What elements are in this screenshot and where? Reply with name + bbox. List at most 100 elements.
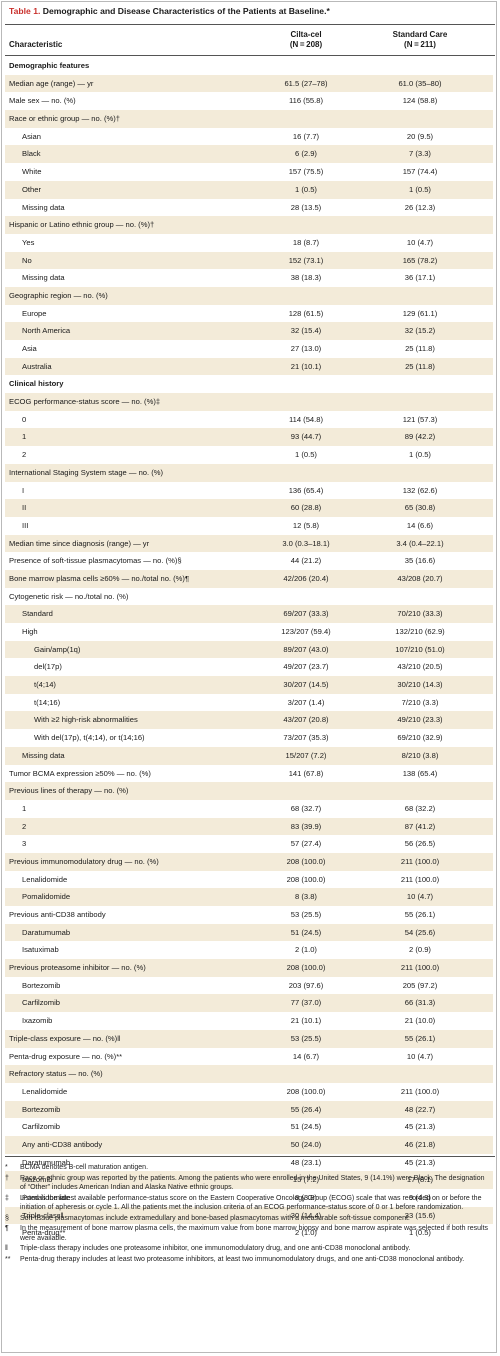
- row-label: Previous proteasome inhibitor — no. (%): [9, 963, 146, 973]
- standard-care-value: 10 (4.7): [406, 237, 434, 247]
- standard-care-value: 48 (22.7): [404, 1104, 436, 1114]
- footnote-symbol: ‡: [5, 1194, 9, 1202]
- table-row: 3 57 (27.4) 56 (26.5): [5, 835, 493, 853]
- cilta-cel-value: 93 (44.7): [290, 432, 322, 442]
- standard-care-value: 205 (97.2): [402, 980, 438, 990]
- cilta-cel-value: 12 (5.8): [292, 520, 320, 530]
- row-label: With del(17p), t(4;14), or t(14;16): [34, 733, 145, 743]
- cilta-cel-value: 44 (21.2): [290, 556, 322, 566]
- table-row: Triple-class‖ 30 (14.4) 33 (15.6): [5, 1206, 493, 1225]
- table-row: Lenalidomide 208 (100.0) 211 (100.0): [5, 871, 493, 889]
- column-header-standard-care-n: (N = 211): [404, 40, 436, 49]
- table-row: Male sex — no. (%) 116 (55.8) 124 (58.8): [5, 92, 493, 110]
- standard-care-value: 56 (26.5): [404, 839, 436, 849]
- cilta-cel-value: 203 (97.6): [288, 980, 324, 990]
- standard-care-value: 33 (15.6): [404, 1210, 436, 1220]
- table-row: Ixazomib 21 (10.1) 21 (10.0): [5, 1012, 493, 1030]
- row-label: Bone marrow plasma cells ≥60% — no./tota…: [9, 573, 190, 583]
- row-label: White: [22, 167, 42, 177]
- table-row: II 60 (28.8) 65 (30.8): [5, 499, 493, 517]
- standard-care-value: 54 (25.6): [404, 927, 436, 937]
- standard-care-value: 165 (78.2): [402, 255, 438, 265]
- standard-care-value: 2 (0.9): [409, 945, 431, 955]
- standard-care-value: 45 (21.3): [404, 1122, 436, 1132]
- row-label: Asia: [22, 344, 37, 353]
- standard-care-value: 65 (30.8): [404, 503, 436, 513]
- row-label: Median time since diagnosis (range) — yr: [9, 538, 150, 548]
- standard-care-value: 55 (26.1): [404, 910, 436, 919]
- standard-care-value: 25 (11.8): [405, 361, 435, 371]
- standard-care-value: 36 (17.1): [404, 273, 436, 283]
- footnote-text: BCMA denotes B-cell maturation antigen.: [20, 1164, 149, 1171]
- table-row: Daratumumab 48 (23.1) 45 (21.3): [5, 1154, 493, 1172]
- cilta-cel-value: 157 (75.5): [288, 167, 324, 177]
- table-row: Black 6 (2.9) 7 (3.3): [5, 145, 493, 164]
- row-label: Standard: [22, 609, 53, 619]
- cilta-cel-value: 83 (39.9): [290, 821, 322, 831]
- cilta-cel-value: 55 (26.4): [290, 1104, 322, 1114]
- row-label: Lenalidomide: [22, 1086, 68, 1096]
- footnote-text: Triple-class therapy includes one protea…: [20, 1245, 411, 1252]
- cilta-cel-value: 208 (100.0): [286, 874, 326, 884]
- standard-care-value: 121 (57.3): [402, 414, 438, 424]
- standard-care-value: 43/208 (20.7): [397, 573, 443, 583]
- cilta-cel-value: 114 (54.8): [288, 414, 324, 424]
- footnote: ** Penta-drug therapy includes at least t…: [5, 1255, 491, 1265]
- standard-care-value: 26 (12.3): [404, 202, 436, 212]
- standard-care-value: 35 (16.6): [404, 556, 436, 566]
- section-heading-row: Clinical history: [5, 375, 493, 393]
- standard-care-value: 45 (21.3): [404, 1157, 436, 1167]
- row-label: Black: [22, 149, 41, 159]
- cilta-cel-value: 1 (0.5): [295, 184, 317, 194]
- row-label: Hispanic or Latino ethnic group — no. (%…: [9, 220, 155, 230]
- cilta-cel-value: 8 (3.8): [295, 892, 317, 902]
- table-row: Lenalidomide 208 (100.0) 211 (100.0): [5, 1083, 493, 1101]
- row-label: Male sex — no. (%): [9, 96, 76, 106]
- footnote: ‖ Triple-class therapy includes one prote…: [5, 1244, 491, 1254]
- cilta-cel-value: 61.5 (27–78): [284, 78, 328, 88]
- standard-care-value: 129 (61.1): [402, 308, 438, 318]
- row-label: Median age (range) — yr: [9, 78, 94, 88]
- table-row: Daratumumab 51 (24.5) 54 (25.6): [5, 923, 493, 942]
- row-label: t(4;14): [34, 680, 56, 690]
- table-row: Standard 69/207 (33.3) 70/210 (33.3): [5, 605, 493, 623]
- footnote-symbol: ¶: [5, 1225, 9, 1232]
- standard-care-value: 49/210 (23.3): [397, 715, 443, 725]
- cilta-cel-value: 141 (67.8): [288, 768, 324, 778]
- table-title: Demographic and Disease Characteristics …: [42, 6, 330, 16]
- cilta-cel-value: 15/207 (7.2): [285, 750, 327, 760]
- table-row: Bortezomib 203 (97.6) 205 (97.2): [5, 977, 493, 995]
- cilta-cel-value: 2 (1.0): [295, 1228, 317, 1238]
- cilta-cel-value: 69/207 (33.3): [283, 609, 329, 619]
- row-label: Previous immunomodulatory drug — no. (%): [9, 856, 159, 866]
- table-row: International Staging System stage — no.…: [5, 463, 493, 482]
- standard-care-value: 211 (100.0): [400, 963, 440, 973]
- standard-care-value: 211 (100.0): [400, 1086, 440, 1096]
- table-row: Cytogenetic risk — no./total no. (%): [5, 588, 493, 606]
- cilta-cel-value: 57 (27.4): [290, 839, 322, 849]
- row-label: Race or ethnic group — no. (%)†: [9, 114, 121, 124]
- row-label: Australia: [22, 361, 52, 371]
- standard-care-value: 25 (11.8): [405, 344, 435, 353]
- cilta-cel-value: 53 (25.5): [290, 910, 322, 919]
- cilta-cel-value: 128 (61.5): [288, 308, 324, 318]
- row-label: Clinical history: [9, 379, 64, 389]
- standard-care-value: 1 (0.5): [409, 184, 431, 194]
- standard-care-value: 30/210 (14.3): [397, 680, 443, 690]
- section-heading-row: Demographic features: [5, 57, 493, 75]
- table-row: del(17p) 49/207 (23.7) 43/210 (20.5): [5, 658, 493, 676]
- column-header-cilta-cel: Cilta-cel (N = 208): [256, 30, 356, 50]
- table-row: Asian 16 (7.7) 20 (9.5): [5, 128, 493, 146]
- table-row: Asia 27 (13.0) 25 (11.8): [5, 340, 493, 358]
- cilta-cel-value: 21 (10.1): [290, 361, 322, 371]
- table-row: Any anti-CD38 antibody 50 (24.0) 46 (21.8): [5, 1135, 493, 1154]
- standard-care-value: 46 (21.8): [404, 1139, 436, 1149]
- table-row: Triple-class exposure — no. (%)‖ 53 (25.5…: [5, 1029, 493, 1048]
- table-row: Refractory status — no. (%): [5, 1065, 493, 1083]
- table-row: Missing data 38 (18.3) 36 (17.1): [5, 269, 493, 287]
- table-row: High 123/207 (59.4) 132/210 (62.9): [5, 623, 493, 641]
- cilta-cel-value: 38 (18.3): [290, 273, 322, 283]
- standard-care-value: 17 (8.1): [406, 1175, 434, 1185]
- cilta-cel-value: 208 (100.0): [286, 963, 326, 973]
